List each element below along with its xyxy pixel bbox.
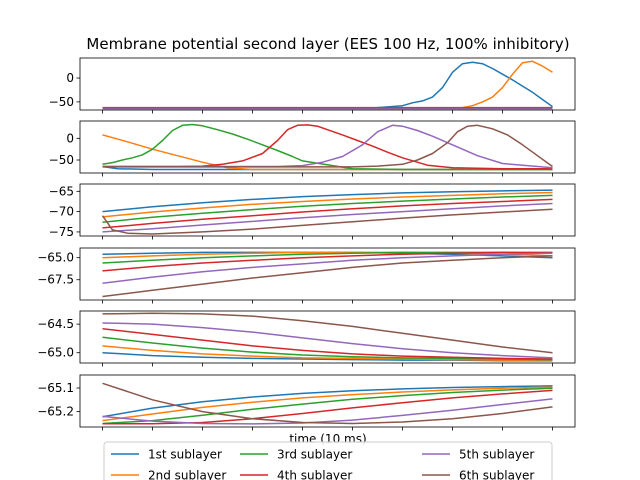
y-tick-label: 0 [66,131,74,145]
y-tick-label: −50 [49,95,74,109]
chart-title: Membrane potential second layer (EES 100… [86,35,569,53]
y-tick-label: −75 [49,225,74,239]
legend-label-2: 2nd sublayer [148,469,226,480]
subplot-4: −65.0 −67.5 [37,247,576,304]
series-line-4 [102,198,553,229]
y-tick-label: −50 [49,153,74,167]
legend-label-4: 4th sublayer [277,469,352,480]
series-line-2 [102,386,553,422]
series-line-4 [102,389,553,425]
legend-label-3: 3rd sublayer [277,448,352,462]
plot-area [102,312,553,362]
axes-frame [79,57,576,111]
subplot-1: 0 −50 [49,57,576,114]
axes-frame [79,374,576,428]
plot-area [101,189,553,235]
series-line-3 [102,194,553,223]
series-line-1 [102,385,553,418]
plot-area [102,251,553,298]
series-line-3 [102,387,553,425]
series-line-4 [102,124,553,170]
subplot-6: −65.1 −65.2 [37,374,576,431]
series-line-4 [102,327,553,360]
subplot-2: 0 −50 [49,120,576,177]
series-line-6 [102,124,553,168]
axes-frame [79,310,576,364]
series-line-6 [102,382,553,425]
series-line-3 [102,336,553,361]
plot-area [102,123,553,171]
series-line-5 [102,322,553,359]
legend-label-6: 6th sublayer [459,469,534,480]
subplot-5: −64.5 −65.0 [37,310,576,367]
series-line-2 [102,251,553,259]
series-line-6 [102,255,553,298]
series-line-1 [102,189,553,213]
legend-frame [103,441,553,480]
plot-area [102,60,553,110]
series-line-4 [102,251,553,272]
y-tick-label: −65.2 [37,405,74,419]
axes-frame [79,183,576,237]
y-tick-label: −70 [49,205,74,219]
series-line-2 [102,345,553,361]
series-line-6 [102,312,553,354]
y-tick-label: −65.0 [37,346,74,360]
legend-label-5: 5th sublayer [459,448,534,462]
y-tick-label: 0 [66,71,74,85]
series-line-5 [102,124,553,169]
y-tick-label: −64.5 [37,317,74,331]
series-line-5 [102,202,553,233]
axes-frame [79,247,576,301]
series-line-5 [102,398,553,425]
legend: 1st sublayer 2nd sublayer 3rd sublayer 4th … [103,441,553,480]
axes-frame [79,120,576,174]
legend-label-1: 1st sublayer [148,448,222,462]
subplot-panels: 0−500−50−65−70−75−65.0−67.5−64.5−65.0−65… [37,57,576,431]
subplot-3: −65 −70 −75 [49,183,576,240]
y-tick-label: −65 [49,184,74,198]
series-line-3 [102,123,553,171]
y-tick-label: −65.0 [37,251,74,265]
series-line-6 [101,208,553,235]
y-tick-label: −67.5 [37,273,74,287]
series-line-2 [102,191,553,218]
y-tick-label: −65.1 [37,381,74,395]
plot-area [102,382,553,425]
series-line-5 [102,252,553,285]
